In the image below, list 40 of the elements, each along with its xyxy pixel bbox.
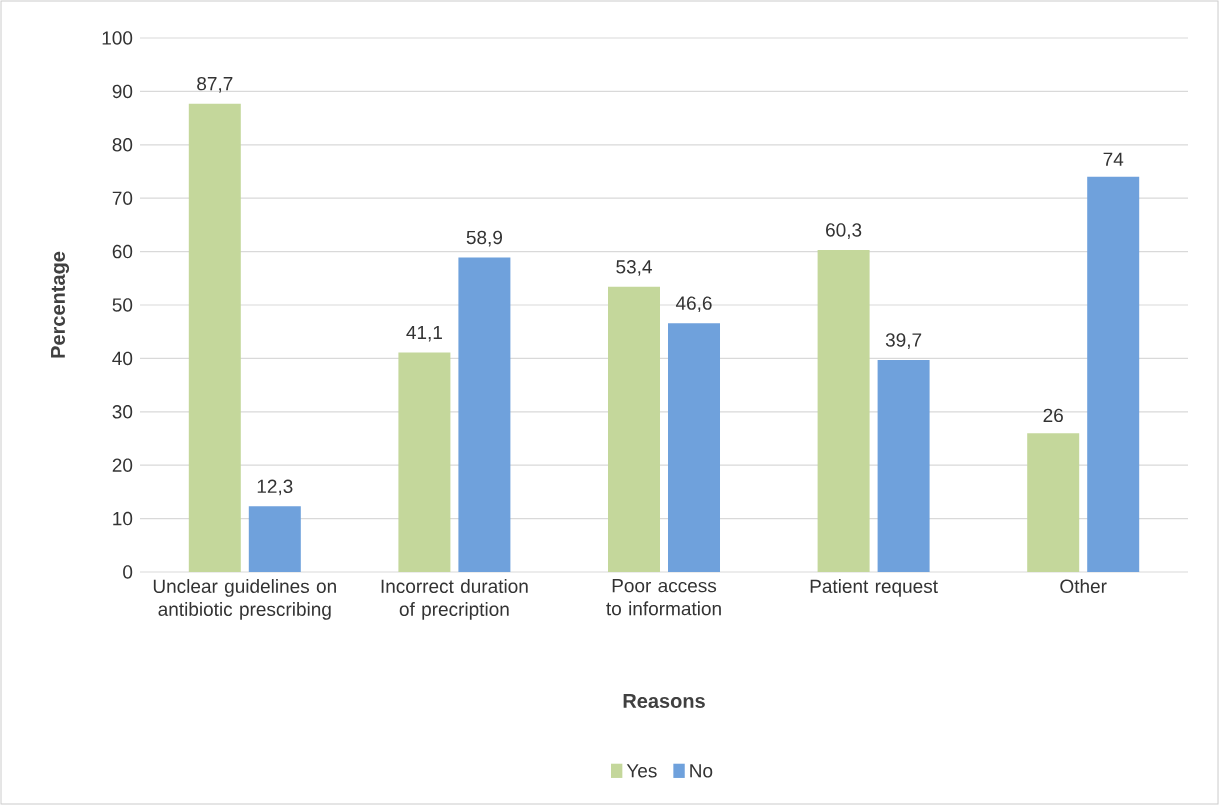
bar [188,103,241,572]
data-label: 12,3 [257,479,293,496]
data-label: 53,4 [616,260,652,276]
y-tick-label: 60 [112,244,133,259]
x-axis-title: Reasons [623,694,705,708]
x-tick-label: Unclear guidelines on antibiotic prescribing [153,579,336,620]
data-label: 39,7 [885,333,922,349]
y-tick-label: 70 [112,191,133,205]
bar [877,360,930,572]
x-tick-label: Other [1060,579,1107,594]
y-tick-label: 30 [112,405,133,419]
y-tick-label: 20 [112,458,133,472]
x-tick-label: Poor access to information [606,579,721,616]
y-axis-title: Percentage [51,251,70,358]
data-label: 87,7 [197,76,233,93]
bar [248,506,301,572]
y-tick-label: 40 [112,351,133,366]
bar [668,323,720,572]
data-label: 41,1 [406,325,442,342]
x-tick-label: Incorrect duration of precription [381,579,528,620]
y-tick-label: 80 [112,138,133,152]
data-label: 26 [1043,408,1063,423]
data-label: 46,6 [675,296,712,313]
data-label: 60,3 [826,223,862,239]
bar [398,352,451,572]
y-tick-label: 50 [112,298,133,312]
bar [1027,433,1080,572]
bar [817,250,870,572]
data-label: 58,9 [466,230,502,247]
legend-label: No [690,764,713,778]
data-label: 74 [1103,152,1124,166]
y-tick-label: 100 [102,31,133,45]
legend-label: Yes [626,764,657,778]
y-tick-label: 10 [113,511,133,526]
bar [1087,176,1140,572]
bar [458,257,511,572]
y-tick-label: 90 [112,84,133,99]
y-tick-label: 0 [123,565,133,579]
x-tick-label: Patient request [810,579,938,597]
bar [608,286,660,572]
